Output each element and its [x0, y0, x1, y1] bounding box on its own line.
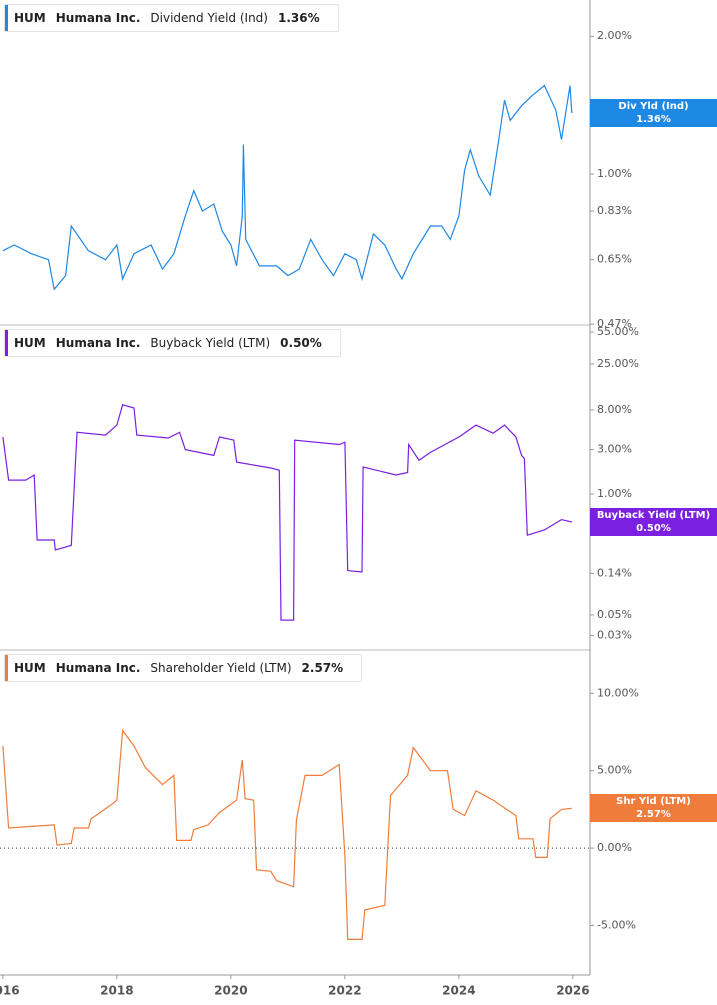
y-tick-label: 25.00% [597, 357, 639, 370]
legend-swatch [5, 330, 8, 356]
y-tick-label: 0.00% [597, 841, 632, 854]
x-tick-label: 2026 [556, 984, 589, 998]
y-tick-label: 1.00% [597, 487, 632, 500]
x-tick-label: 2020 [214, 984, 247, 998]
ticker: HUM [14, 661, 46, 675]
callout-label: Buyback Yield (LTM) [596, 509, 711, 521]
legend-value: 0.50% [280, 336, 322, 350]
legend-swatch [5, 5, 8, 31]
y-tick-label: 0.05% [597, 608, 632, 621]
series-line [2, 84, 573, 291]
callout-value: 1.36% [636, 113, 671, 125]
ticker: HUM [14, 11, 46, 25]
x-tick-label: 2022 [328, 984, 361, 998]
y-tick-label: 5.00% [597, 764, 632, 777]
last-value-callout: Div Yld (Ind) 1.36% [590, 98, 717, 127]
series-line [2, 404, 572, 621]
legend: HUM Humana Inc. Buyback Yield (LTM) 0.50% [4, 329, 341, 357]
company: Humana Inc. [55, 11, 141, 25]
callout-label: Div Yld (Ind) [618, 100, 689, 112]
callout-value: 0.50% [636, 522, 671, 534]
legend-swatch [5, 655, 8, 681]
x-tick-label: 2016 [0, 984, 20, 998]
y-tick-label: 0.65% [597, 253, 632, 266]
y-tick-label: 0.83% [597, 204, 632, 217]
legend: HUM Humana Inc. Dividend Yield (Ind) 1.36% [4, 4, 339, 32]
series-line [2, 728, 572, 940]
series-name: Dividend Yield (Ind) [150, 11, 268, 25]
y-tick-label: 55.00% [597, 325, 639, 338]
y-tick-label: 2.00% [597, 29, 632, 42]
callout-label: Shr Yld (LTM) [616, 796, 691, 808]
y-tick-label: -5.00% [597, 918, 636, 931]
y-tick-label: 0.14% [597, 566, 632, 579]
last-value-callout: Shr Yld (LTM) 2.57% [590, 794, 717, 823]
x-tick-label: 2024 [442, 984, 475, 998]
last-value-callout: Buyback Yield (LTM) 0.50% [590, 507, 717, 536]
company: Humana Inc. [55, 336, 141, 350]
ticker: HUM [14, 336, 46, 350]
legend: HUM Humana Inc. Shareholder Yield (LTM) 2.5… [4, 654, 363, 682]
legend-value: 2.57% [301, 661, 344, 675]
series-name: Shareholder Yield (LTM) [150, 661, 292, 675]
y-tick-label: 0.47% [597, 317, 632, 330]
company: Humana Inc. [55, 661, 141, 675]
legend-value: 1.36% [277, 11, 320, 25]
y-tick-label: 10.00% [597, 686, 639, 699]
y-tick-label: 3.00% [597, 443, 632, 456]
series-name: Buyback Yield (LTM) [150, 336, 271, 350]
y-tick-label: 8.00% [597, 403, 632, 416]
y-tick-label: 1.00% [597, 167, 632, 180]
callout-value: 2.57% [636, 809, 671, 821]
y-tick-label: 0.03% [597, 629, 632, 642]
x-tick-label: 2018 [100, 984, 133, 998]
